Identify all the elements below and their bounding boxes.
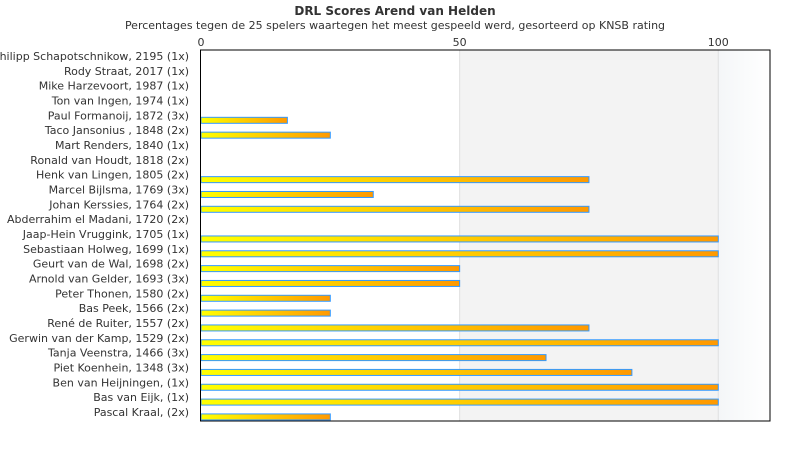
bar bbox=[200, 324, 590, 332]
bar bbox=[200, 250, 719, 258]
category-label: Rody Straat, 2017 (1x) bbox=[64, 65, 189, 78]
category-label: René de Ruiter, 1557 (2x) bbox=[47, 317, 189, 330]
category-label: Ronald van Houdt, 1818 (2x) bbox=[30, 154, 189, 167]
category-label: Tanja Veenstra, 1466 (3x) bbox=[47, 347, 189, 360]
category-label: Gerwin van der Kamp, 1529 (2x) bbox=[9, 332, 189, 345]
category-label: Paul Formanoij, 1872 (3x) bbox=[48, 109, 189, 122]
chart-subtitle: Percentages tegen de 25 spelers waartege… bbox=[124, 19, 666, 32]
plot-border bbox=[200, 49, 771, 422]
bar bbox=[200, 339, 719, 347]
bar bbox=[200, 190, 374, 198]
category-label: Ben van Heijningen, (1x) bbox=[53, 376, 189, 389]
category-label: Mart Renders, 1840 (1x) bbox=[55, 139, 189, 152]
bar bbox=[200, 265, 461, 273]
category-label: Philipp Schapotschnikow, 2195 (1x) bbox=[0, 50, 189, 63]
bar bbox=[200, 398, 719, 406]
category-label: Arnold van Gelder, 1693 (3x) bbox=[29, 272, 189, 285]
category-label: Taco Jansonius , 1848 (2x) bbox=[44, 124, 189, 137]
chart-title: DRL Scores Arend van Helden bbox=[294, 4, 496, 18]
category-label: Jaap-Hein Vruggink, 1705 (1x) bbox=[22, 228, 189, 241]
bar bbox=[200, 309, 331, 317]
bar bbox=[200, 383, 719, 391]
bar bbox=[200, 235, 719, 243]
category-label: Ton van Ingen, 1974 (1x) bbox=[51, 94, 189, 107]
bar bbox=[200, 413, 331, 421]
category-label: Bas van Eijk, (1x) bbox=[93, 391, 189, 404]
bar bbox=[200, 279, 461, 287]
category-label: Abderrahim el Madani, 1720 (2x) bbox=[7, 213, 189, 226]
bar bbox=[200, 354, 547, 362]
bar bbox=[200, 116, 288, 124]
category-label: Peter Thonen, 1580 (2x) bbox=[55, 287, 189, 300]
category-label: Marcel Bijlsma, 1769 (3x) bbox=[49, 183, 189, 196]
x-tick-label: 0 bbox=[198, 36, 205, 49]
category-label: Sebastiaan Holweg, 1699 (1x) bbox=[23, 243, 189, 256]
category-label: Piet Koenhein, 1348 (3x) bbox=[53, 361, 189, 374]
category-label: Henk van Lingen, 1805 (2x) bbox=[36, 169, 189, 182]
category-label: Johan Kerssies, 1764 (2x) bbox=[48, 198, 189, 211]
bar bbox=[200, 176, 590, 184]
category-label: Geurt van de Wal, 1698 (2x) bbox=[33, 258, 189, 271]
x-tick-label: 100 bbox=[708, 36, 729, 49]
bar bbox=[200, 294, 331, 302]
band-100-plus bbox=[718, 50, 770, 421]
bar bbox=[200, 131, 331, 139]
category-label: Pascal Kraal, (2x) bbox=[94, 406, 189, 419]
category-label: Mike Harzevoort, 1987 (1x) bbox=[39, 80, 189, 93]
bar bbox=[200, 205, 590, 213]
category-label: Bas Peek, 1566 (2x) bbox=[79, 302, 189, 315]
x-tick-label: 50 bbox=[453, 36, 467, 49]
bar bbox=[200, 368, 633, 376]
